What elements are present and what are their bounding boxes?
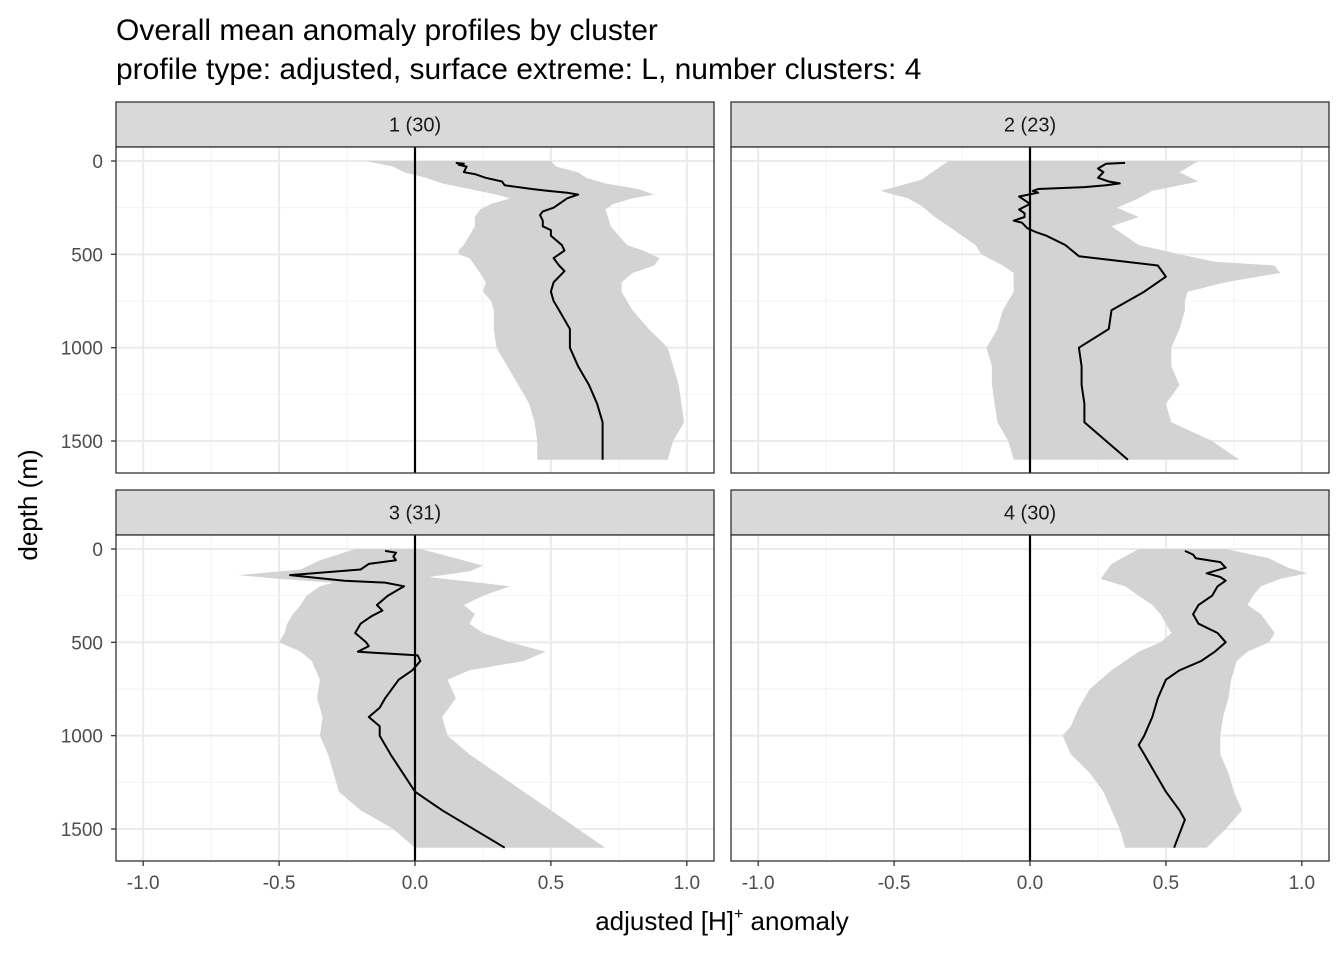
strip-label: 1 (30) (389, 115, 441, 137)
y-tick-label: 500 (71, 245, 103, 266)
strip-label: 2 (23) (1004, 115, 1056, 137)
y-tick-label: 1500 (61, 820, 103, 841)
facet-panel: 1 (30) 0 500 1000 1500 (61, 101, 715, 474)
mean-profile-line (1137, 549, 1227, 849)
mean-profile-line (455, 161, 604, 460)
anomaly-range-ribbon (1062, 549, 1308, 848)
anomaly-range-ribbon (238, 549, 606, 848)
anomaly-range-ribbon (880, 161, 1281, 460)
y-tick-label: 0 (92, 152, 103, 173)
x-tick-label: -1.0 (742, 873, 775, 894)
panel-border (730, 146, 1330, 474)
x-tick-label: 0.5 (538, 873, 564, 894)
y-tick-label: 500 (71, 633, 103, 654)
x-tick-label: 1.0 (1289, 873, 1315, 894)
x-axis-title-superscript: + (734, 906, 743, 923)
x-tick-label: 1.0 (674, 873, 700, 894)
x-axis-title-suffix: anomaly (743, 906, 849, 936)
anomaly-range-ribbon (366, 161, 685, 460)
chart-title: Overall mean anomaly profiles by cluster (116, 14, 658, 47)
y-tick-label: 1500 (61, 432, 103, 453)
panel-border (115, 146, 715, 474)
mean-profile-line (289, 549, 506, 849)
x-tick-label: -0.5 (263, 873, 296, 894)
facet-panel: 3 (31) 0 500 1000 1500 -1.0 -0.5 0.0 0.5 1.0 (61, 489, 715, 894)
strip-background (115, 101, 715, 148)
x-tick-label: 0.0 (1017, 873, 1043, 894)
x-tick-label: 0.0 (402, 873, 428, 894)
x-axis-title-main: adjusted [H] (595, 906, 734, 936)
mean-profile-line (1012, 161, 1167, 461)
y-tick-label: 1000 (61, 727, 103, 748)
strip-background (730, 489, 1330, 536)
facet-panels: 1 (30) 0 500 1000 1500 2 (23) 3 (31) 0 500 1000 15… (61, 101, 1330, 894)
y-tick-label: 1000 (61, 339, 103, 360)
strip-background (115, 489, 715, 536)
strip-background (730, 101, 1330, 148)
facet-panel: 2 (23) (730, 101, 1330, 474)
y-tick-label: 0 (92, 540, 103, 561)
strip-label: 4 (30) (1004, 503, 1056, 525)
x-tick-label: 0.5 (1153, 873, 1179, 894)
facet-panel: 4 (30) -1.0 -0.5 0.0 0.5 1.0 (730, 489, 1330, 894)
y-axis-title: depth (m) (13, 449, 43, 560)
x-tick-label: -0.5 (878, 873, 911, 894)
strip-label: 3 (31) (389, 503, 441, 525)
chart-subtitle: profile type: adjusted, surface extreme:… (116, 53, 921, 86)
x-tick-label: -1.0 (127, 873, 160, 894)
x-axis-title: adjusted [H]+ anomaly (595, 906, 849, 936)
